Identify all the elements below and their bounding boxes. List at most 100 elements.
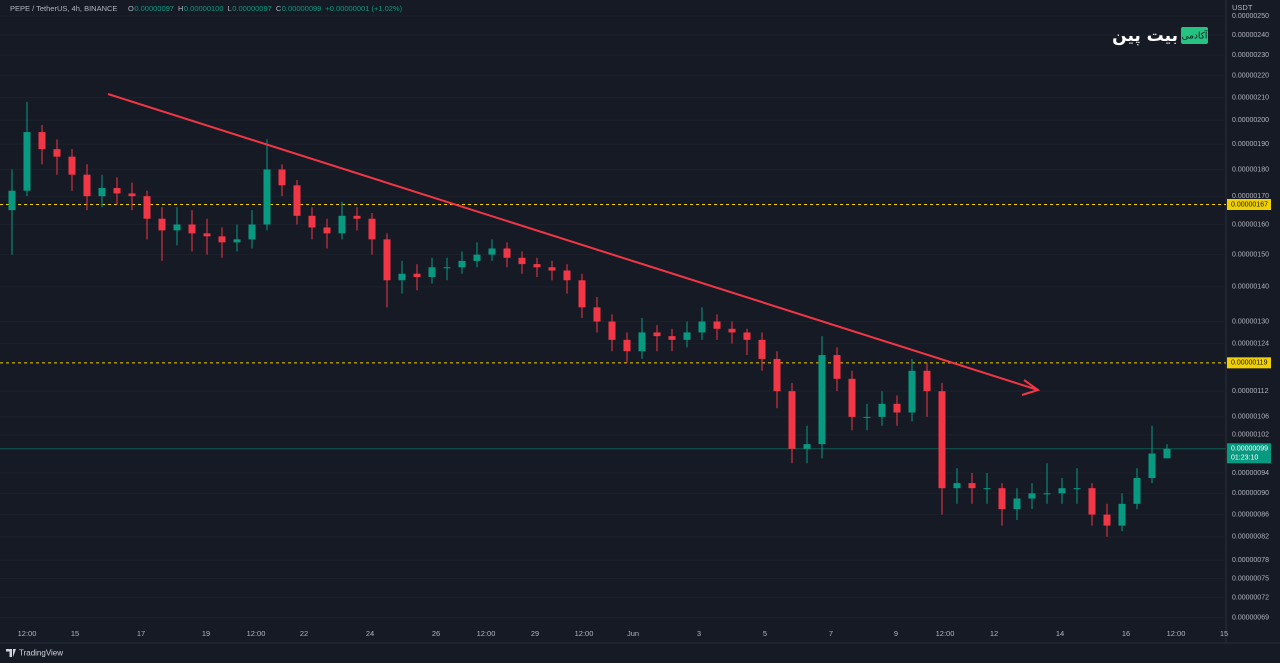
currency: USDT xyxy=(1232,3,1253,12)
candle-body xyxy=(38,132,46,150)
tv-logo xyxy=(6,649,16,657)
price-label: 0.00000119 xyxy=(1231,360,1268,367)
y-tick-label: 0.00000069 xyxy=(1232,614,1269,621)
header: PEPE / TetherUS, 4h, BINANCE O 0.00000097… xyxy=(10,4,403,13)
x-tick-label: 24 xyxy=(366,629,374,638)
candle-body xyxy=(1148,453,1156,479)
candle-body xyxy=(668,336,676,340)
x-tick-label: 5 xyxy=(763,629,767,638)
y-tick-label: 0.00000112 xyxy=(1232,388,1269,395)
y-tick-label: 0.00000090 xyxy=(1232,490,1269,497)
candle-body xyxy=(458,260,466,268)
price-label: 0.00000167 xyxy=(1231,201,1268,208)
ohlc-value: 0.00000099 xyxy=(282,4,322,13)
candle-body xyxy=(323,227,331,234)
candle-body xyxy=(578,280,586,308)
y-tick-label: 0.00000190 xyxy=(1232,141,1269,148)
candle-body xyxy=(743,332,751,340)
x-tick-label: 29 xyxy=(531,629,539,638)
candle-body xyxy=(533,264,541,268)
watermark-name: بیت پین xyxy=(1112,26,1178,46)
candle-body xyxy=(98,188,106,197)
candle-body xyxy=(248,224,256,240)
change: +0.00000001 (+1.02%) xyxy=(325,4,402,13)
badge-text: آکادمی xyxy=(1182,30,1208,42)
candle-body xyxy=(488,248,496,255)
candle-body xyxy=(428,267,436,277)
candle-body xyxy=(563,270,571,281)
y-tick-label: 0.00000094 xyxy=(1232,470,1269,477)
candle-body xyxy=(263,169,271,225)
x-tick-label: 16 xyxy=(1122,629,1130,638)
price-axis: 0.00000250 0.00000240 0.00000230 0.00000220… xyxy=(1227,13,1271,621)
candle-body xyxy=(893,403,901,413)
x-tick-label: 15 xyxy=(1220,629,1228,638)
trendline xyxy=(107,93,1041,396)
candle-body xyxy=(128,193,136,197)
ohlc-value: 0.00000097 xyxy=(232,4,272,13)
x-tick-label: 3 xyxy=(697,629,701,638)
candle-body xyxy=(788,391,796,449)
candle-body xyxy=(968,483,976,489)
last-price-bg xyxy=(1227,443,1271,464)
y-tick-label: 0.00000124 xyxy=(1232,340,1269,347)
candle-body xyxy=(8,190,16,211)
candle-body xyxy=(383,239,391,281)
footer: TradingView xyxy=(6,649,63,658)
y-tick-label: 0.00000078 xyxy=(1232,557,1269,564)
candle-body xyxy=(548,267,556,271)
y-tick-label: 0.00000106 xyxy=(1232,414,1269,421)
candle-body xyxy=(1133,478,1141,504)
x-tick-label: 12:00 xyxy=(477,629,496,638)
candle-body xyxy=(83,174,91,197)
candle-body xyxy=(1073,488,1081,490)
ohlc-key: H xyxy=(178,4,183,13)
candle-body xyxy=(848,378,856,417)
plot xyxy=(0,101,1226,537)
candle-body xyxy=(1118,503,1126,526)
candle-body xyxy=(593,307,601,322)
y-tick-label: 0.00000102 xyxy=(1232,432,1269,439)
y-tick-label: 0.00000072 xyxy=(1232,594,1269,601)
y-tick-label: 0.00000150 xyxy=(1232,252,1269,259)
candle-body xyxy=(938,391,946,489)
x-tick-label: 12:00 xyxy=(247,629,266,638)
candle-body xyxy=(1058,488,1066,494)
ohlc-value: 0.00000100 xyxy=(184,4,224,13)
candle-body xyxy=(398,273,406,281)
y-tick-label: 0.00000180 xyxy=(1232,166,1269,173)
candle-body xyxy=(623,339,631,352)
candle-body xyxy=(653,332,661,337)
candle-body xyxy=(203,233,211,237)
x-tick-label: 15 xyxy=(71,629,79,638)
ohlc-key: L xyxy=(228,4,232,13)
x-tick-label: 12:00 xyxy=(1167,629,1186,638)
x-tick-label: 26 xyxy=(432,629,440,638)
candle-body xyxy=(473,254,481,261)
candle-body xyxy=(518,257,526,265)
trendline-line xyxy=(107,93,1039,391)
x-tick-label: Jun xyxy=(627,629,639,638)
x-tick-label: 17 xyxy=(137,629,145,638)
x-tick-label: 12:00 xyxy=(18,629,37,638)
candle-body xyxy=(113,188,121,194)
candle-body xyxy=(638,332,646,352)
candle-body xyxy=(173,224,181,231)
candle-body xyxy=(923,370,931,392)
x-tick-label: 12 xyxy=(990,629,998,638)
x-tick-label: 22 xyxy=(300,629,308,638)
candle-body xyxy=(1013,498,1021,510)
y-tick-label: 0.00000160 xyxy=(1232,221,1269,228)
candle-body xyxy=(158,218,166,231)
candle-body xyxy=(728,328,736,333)
x-tick-label: 9 xyxy=(894,629,898,638)
x-tick-label: 14 xyxy=(1056,629,1064,638)
candle-body xyxy=(233,239,241,243)
candle-body xyxy=(503,248,511,258)
candle-body xyxy=(608,321,616,340)
y-tick-label: 0.00000230 xyxy=(1232,52,1269,59)
y-tick-label: 0.00000210 xyxy=(1232,94,1269,101)
candle-body xyxy=(443,267,451,269)
trendline-arrow xyxy=(1021,379,1041,396)
